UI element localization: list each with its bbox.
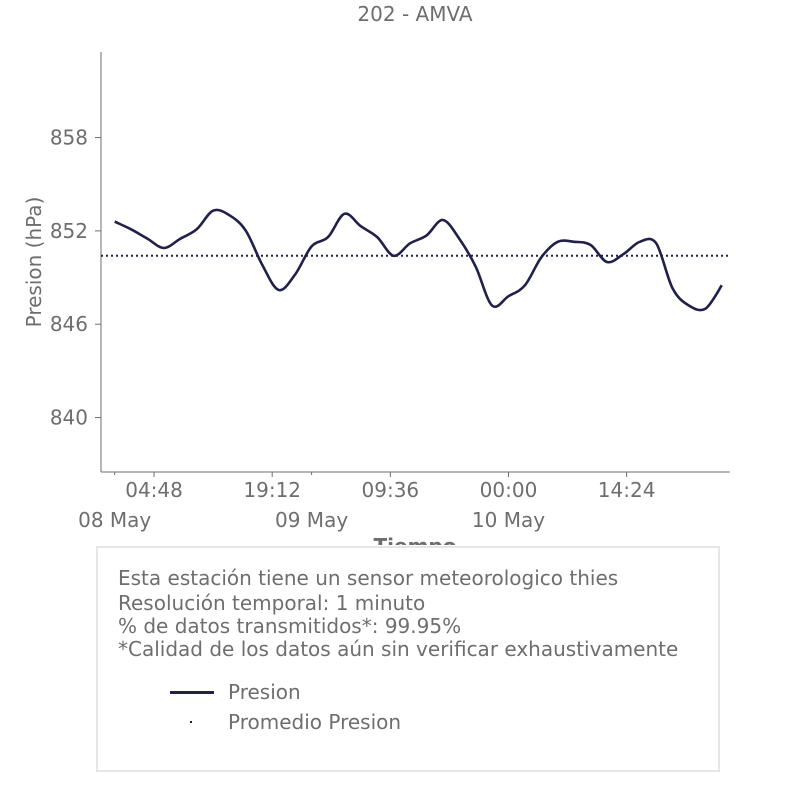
legend-presion-swatch: [170, 691, 214, 694]
x-axis-label: Tiempo: [374, 534, 457, 545]
legend-promedio-swatch: [190, 721, 192, 723]
transmission-info-text: % de datos transmitidos*: 99.95%: [118, 614, 462, 638]
x-tick-label: 04:48: [125, 478, 183, 502]
y-axis-label: Presion (hPa): [22, 197, 46, 328]
y-tick-label: 840: [50, 406, 88, 430]
legend-presion-label: Presion: [228, 680, 301, 704]
y-tick-label: 858: [50, 126, 88, 150]
chart-title: 202 - AMVA: [357, 2, 472, 26]
y-tick-label: 852: [50, 219, 88, 243]
legend-promedio-label: Promedio Presion: [228, 710, 402, 734]
x-tick-label: 19:12: [243, 478, 301, 502]
sensor-info-text: Esta estación tiene un sensor meteorolog…: [118, 566, 619, 590]
resolution-info-text: Resolución temporal: 1 minuto: [118, 591, 426, 615]
pressure-series-line: [114, 208, 723, 312]
x-tick-label: 09:36: [362, 478, 420, 502]
date-tick-label: 08 May: [78, 508, 151, 532]
date-tick-label: 09 May: [275, 508, 348, 532]
pressure-chart: 202 - AMVA Presion (hPa) Tiempo 840 846 85…: [22, 2, 730, 545]
info-legend-box: Esta estación tiene un sensor meteorolog…: [96, 546, 720, 772]
date-tick-label: 10 May: [472, 508, 545, 532]
y-tick-label: 846: [50, 312, 88, 336]
x-tick-label: 14:24: [598, 478, 656, 502]
x-tick-label: 00:00: [480, 478, 538, 502]
quality-note-text: *Calidad de los datos aún sin verificar …: [118, 637, 679, 661]
